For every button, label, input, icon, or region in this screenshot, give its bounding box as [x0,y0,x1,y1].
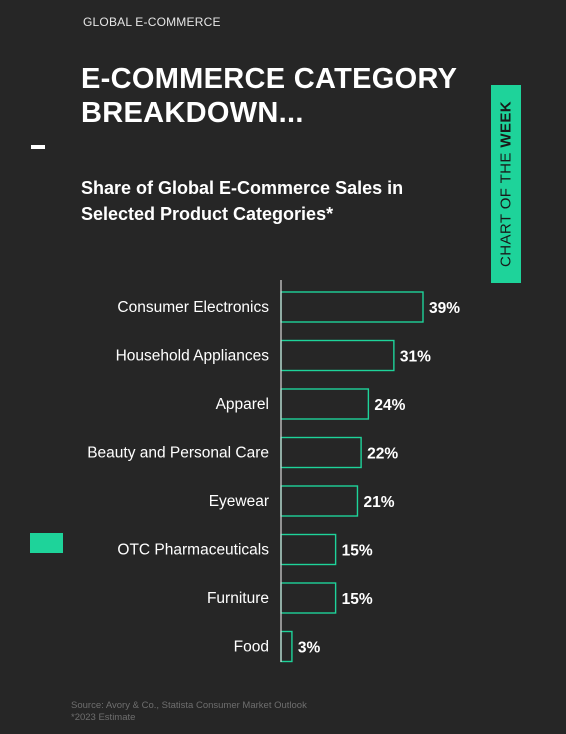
category-label: Beauty and Personal Care [87,445,269,462]
kicker: GLOBAL E-COMMERCE [83,15,221,29]
data-label: 22% [367,446,398,463]
bar [280,291,424,323]
bar [280,436,362,469]
data-label: 24% [374,397,405,414]
source-note: Source: Avory & Co., Statista Consumer M… [71,700,307,711]
estimate-note: *2023 Estimate [71,712,136,723]
chart-title-line-1: Share of Global E-Commerce Sales in [81,178,404,198]
bar [280,630,293,663]
bar [280,388,370,420]
data-label: 21% [363,494,394,511]
data-label: 39% [429,300,460,317]
data-label: 15% [342,543,373,560]
bar [280,339,395,372]
category-label: Eyewear [209,493,269,510]
footnote: Source: Avory & Co., Statista Consumer M… [71,700,307,724]
data-label: 15% [342,591,373,608]
chart-title-line-2: Selected Product Categories* [81,204,334,224]
chart-of-the-week-tab: CHART OF THE WEEK [491,85,521,283]
bar-chart: Consumer Electronics 39% Household Applian… [87,280,460,663]
category-label: OTC Pharmaceuticals [117,542,269,559]
category-label: Food [234,639,269,656]
data-label: 3% [298,640,321,657]
category-label: Household Appliances [116,348,270,365]
category-label: Consumer Electronics [117,299,269,316]
data-label: 31% [400,349,431,366]
bar [280,582,337,614]
page-title-line-1: E-COMMERCE CATEGORY [81,63,458,95]
category-label: Furniture [207,590,269,607]
chart-title: Share of Global E-Commerce Sales in Sele… [81,175,461,227]
bar [280,533,337,566]
decorative-dash [31,145,45,149]
bar [280,485,359,517]
page-title-line-2: BREAKDOWN... [81,97,304,129]
tab-text-bold: WEEK [497,101,515,148]
chart-of-the-week-label: CHART OF THE WEEK [498,101,515,267]
tab-text-regular: CHART OF THE [497,147,515,267]
decorative-green-square [30,533,63,553]
page-title: E-COMMERCE CATEGORY BREAKDOWN... [81,62,461,130]
category-label: Apparel [216,396,269,413]
